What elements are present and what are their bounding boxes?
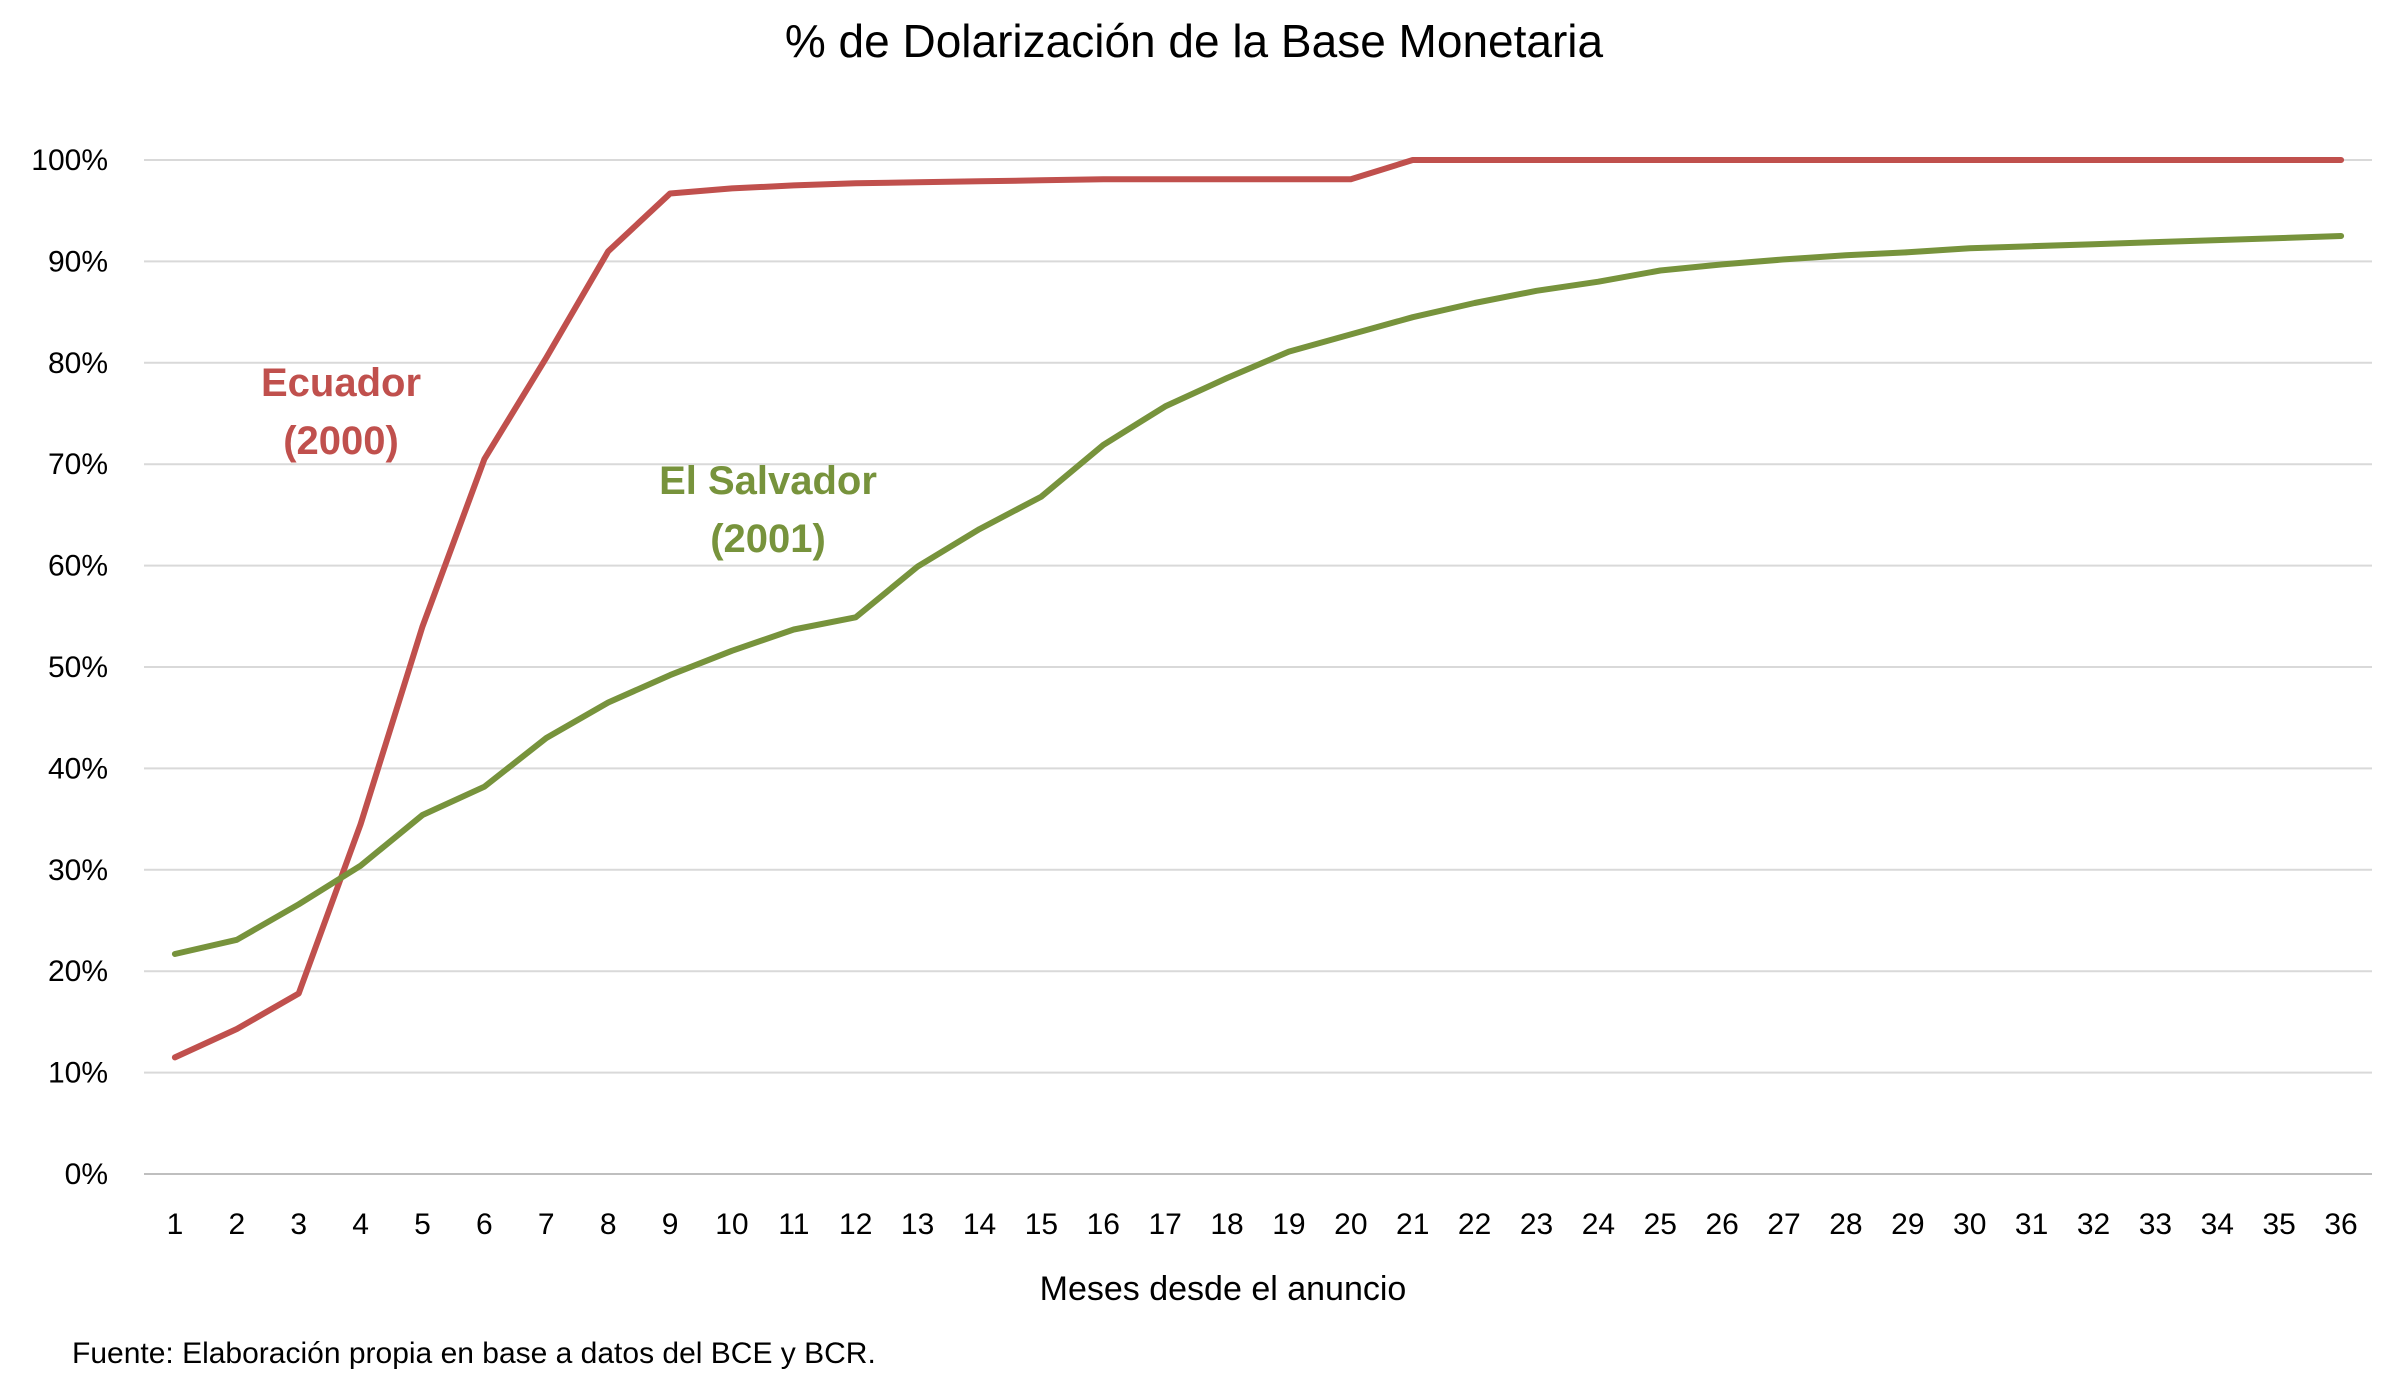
x-tick-label: 35 <box>2262 1208 2295 1241</box>
source-note: Fuente: Elaboración propia en base a dat… <box>72 1337 876 1370</box>
annotation-ecuador: (2000) <box>283 419 399 463</box>
x-axis: 1 2 3 4 5 6 7 8 9 10 11 12 13 14 15 16 17 18 19 20 21 22 23 24 2… <box>144 1173 2372 1241</box>
y-tick-label: 20% <box>48 955 108 988</box>
x-tick-label: 24 <box>1582 1208 1615 1241</box>
annotation-ecuador: Ecuador <box>261 361 421 405</box>
y-tick-label: 10% <box>48 1057 108 1090</box>
gridlines <box>144 159 2372 1074</box>
x-tick-label: 20 <box>1334 1208 1367 1241</box>
x-tick-label: 25 <box>1644 1208 1677 1241</box>
x-tick-label: 36 <box>2324 1208 2357 1241</box>
x-tick-label: 12 <box>839 1208 872 1241</box>
x-tick-label: 6 <box>476 1208 493 1241</box>
x-tick-label: 13 <box>901 1208 934 1241</box>
series-line-el-salvador <box>171 233 2345 957</box>
annotations: Ecuador (2000) El Salvador (2001) <box>261 361 877 561</box>
x-tick-label: 21 <box>1396 1208 1429 1241</box>
x-tick-label: 33 <box>2139 1208 2172 1241</box>
x-tick-label: 15 <box>1025 1208 1058 1241</box>
x-tick-label: 5 <box>414 1208 431 1241</box>
y-tick-label: 80% <box>48 347 108 380</box>
x-tick-label: 14 <box>963 1208 996 1241</box>
x-tick-label: 26 <box>1705 1208 1738 1241</box>
x-tick-label: 23 <box>1520 1208 1553 1241</box>
x-tick-label: 8 <box>600 1208 617 1241</box>
chart-title: % de Dolarización de la Base Monetaria <box>785 15 1604 67</box>
x-tick-label: 1 <box>167 1208 184 1241</box>
x-tick-label: 10 <box>715 1208 748 1241</box>
x-tick-label: 27 <box>1767 1208 1800 1241</box>
y-tick-label: 0% <box>65 1158 108 1191</box>
x-tick-label: 9 <box>662 1208 679 1241</box>
x-tick-label: 17 <box>1148 1208 1181 1241</box>
x-tick-label: 29 <box>1891 1208 1924 1241</box>
x-tick-label: 4 <box>352 1208 369 1241</box>
x-tick-label: 34 <box>2201 1208 2234 1241</box>
x-tick-label: 32 <box>2077 1208 2110 1241</box>
series-line-ecuador <box>171 157 2345 1061</box>
y-axis: 0% 10% 20% 30% 40% 50% 60% 70% 80% 90% 100% <box>31 144 108 1191</box>
x-tick-label: 16 <box>1087 1208 1120 1241</box>
x-tick-label: 30 <box>1953 1208 1986 1241</box>
y-tick-label: 100% <box>31 144 108 177</box>
annotation-elsalvador: El Salvador <box>659 459 877 503</box>
x-tick-label: 3 <box>290 1208 307 1241</box>
x-tick-label: 31 <box>2015 1208 2048 1241</box>
annotation-elsalvador: (2001) <box>710 517 826 561</box>
y-tick-label: 40% <box>48 752 108 785</box>
x-axis-label: Meses desde el anuncio <box>1040 1270 1407 1308</box>
x-tick-label: 18 <box>1210 1208 1243 1241</box>
y-tick-label: 70% <box>48 448 108 481</box>
x-tick-label: 11 <box>778 1208 809 1241</box>
series-lines <box>171 157 2345 1061</box>
x-tick-label: 2 <box>228 1208 245 1241</box>
y-tick-label: 50% <box>48 651 108 684</box>
y-tick-label: 30% <box>48 854 108 887</box>
y-tick-label: 90% <box>48 245 108 278</box>
y-tick-label: 60% <box>48 550 108 583</box>
x-tick-label: 7 <box>538 1208 555 1241</box>
x-tick-label: 22 <box>1458 1208 1491 1241</box>
x-tick-label: 28 <box>1829 1208 1862 1241</box>
x-tick-label: 19 <box>1272 1208 1305 1241</box>
